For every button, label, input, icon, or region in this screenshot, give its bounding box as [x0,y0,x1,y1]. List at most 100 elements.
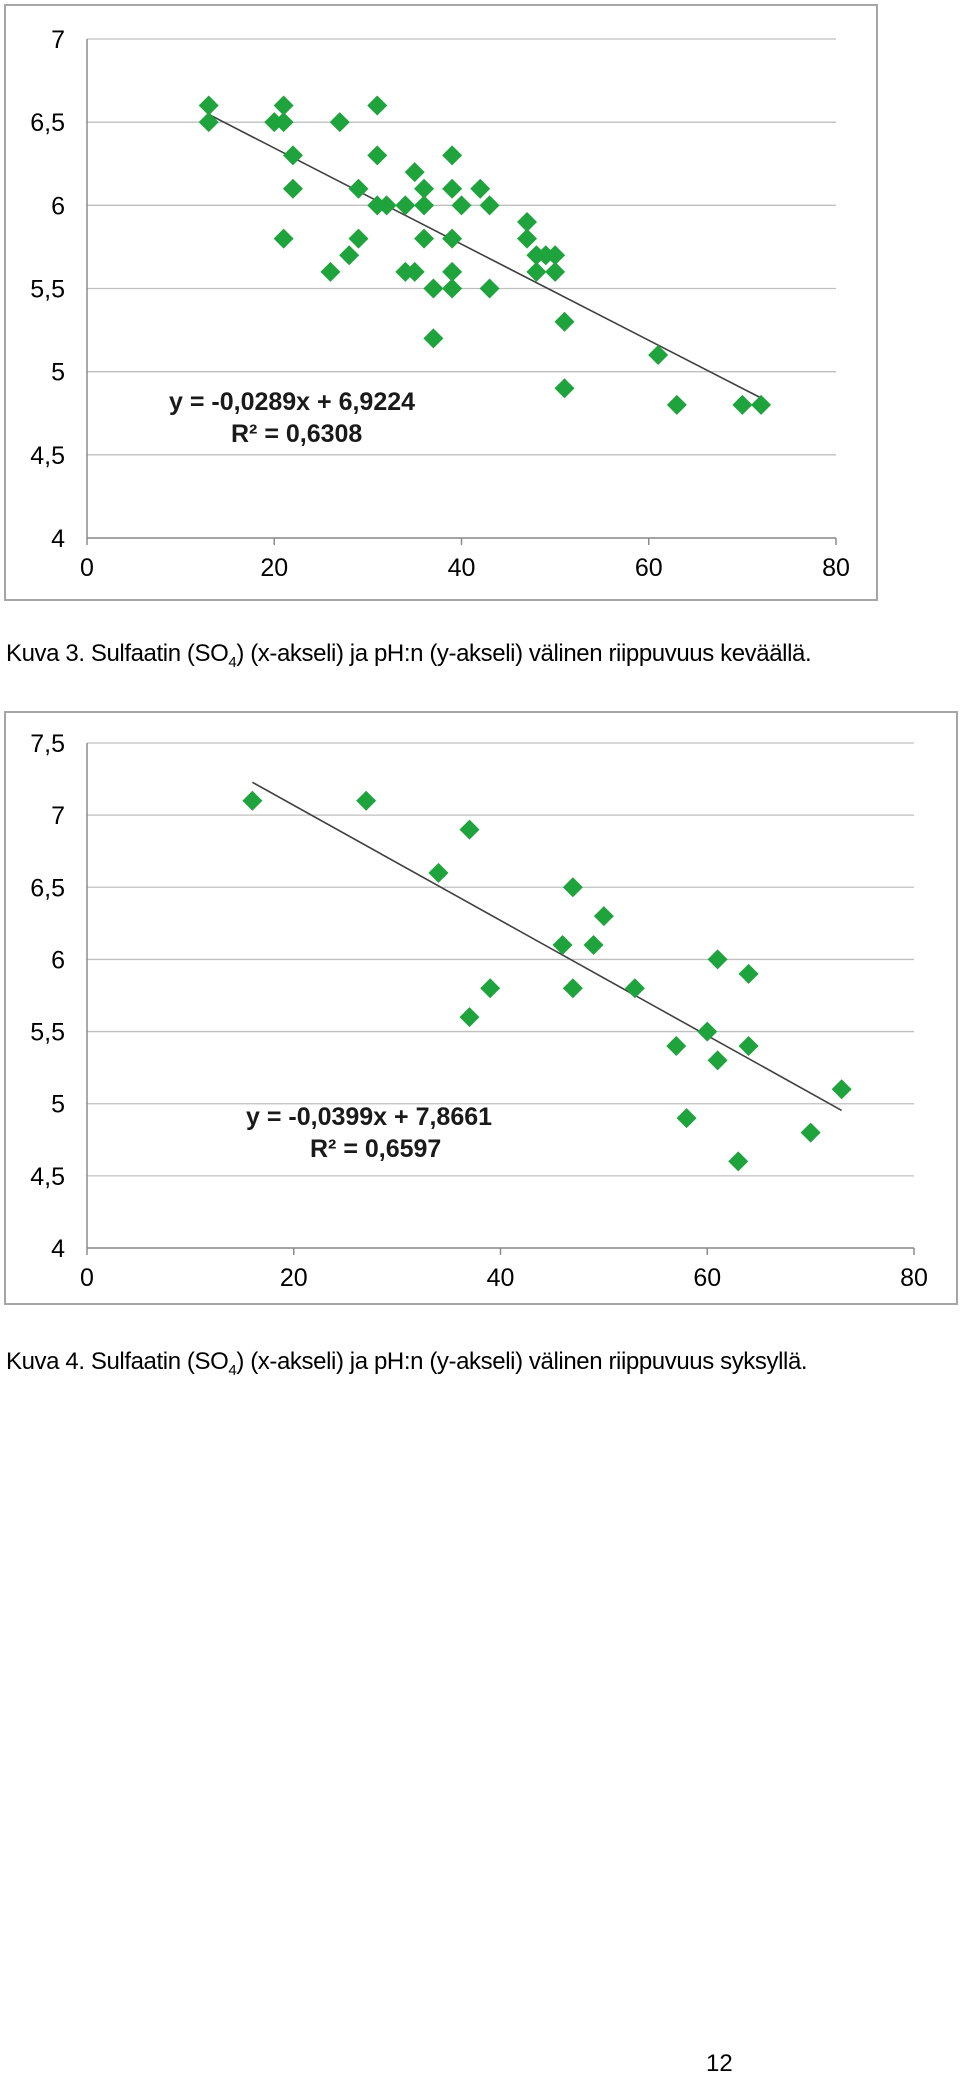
spring-data-point [545,245,566,266]
spring-x-tick-label: 40 [448,554,476,582]
chart-autumn: 4 4,5 5 5,5 6 6,5 7 7,5 0 20 40 60 80 y = -0,0399x + … [4,711,958,1305]
spring-data-point [198,112,219,133]
autumn-data-point [480,978,501,999]
autumn-data-point [738,1036,759,1056]
spring-data-point [554,378,575,399]
spring-data-point [554,311,575,332]
autumn-r-squared-label: R² = 0,6597 [310,1135,441,1163]
spring-data-point [273,95,294,116]
spring-x-tick-label: 80 [822,554,850,582]
autumn-data-point [697,1021,718,1042]
spring-data-point [423,278,444,299]
spring-data-point [442,278,463,299]
spring-data-point [451,195,472,216]
spring-data-point [273,228,294,249]
spring-data-point [414,228,435,249]
autumn-data-point [707,1050,728,1071]
autumn-x-tick-label: 60 [693,1264,721,1292]
caption-3-after: ) (x-akseli) ja pH:n (y-akseli) välinen … [236,640,812,667]
autumn-x-tick-label: 20 [280,1264,308,1292]
spring-data-point [751,394,772,415]
spring-trendline [208,113,762,399]
autumn-data-point [707,949,728,970]
autumn-equation-label: y = -0,0399x + 7,8661 [246,1103,492,1131]
spring-x-tick-label: 60 [635,554,663,582]
caption-3-sub: 4 [228,653,237,671]
spring-data-point [414,178,435,199]
spring-r-squared-label: R² = 0,6308 [231,420,362,448]
autumn-y-tick-label: 5,5 [30,1019,65,1047]
autumn-data-point [428,862,449,883]
spring-y-tick-label: 6 [51,192,65,220]
autumn-y-tick-label: 4,5 [30,1163,65,1191]
spring-data-point [395,195,416,216]
autumn-x-tick-label: 0 [80,1264,94,1292]
spring-data-point [545,261,566,282]
caption-4-sub: 4 [228,1361,237,1379]
spring-data-point [526,261,547,282]
autumn-data-point [831,1079,852,1100]
caption-4-before: Kuva 4. Sulfaatin (SO [6,1348,229,1375]
autumn-data-point [583,935,604,955]
spring-data-point [732,394,753,415]
autumn-x-tick-label: 80 [900,1264,928,1292]
spring-data-point [282,145,303,166]
autumn-data-point [738,963,759,984]
chart-spring: 4 4,5 5 5,5 6 6,5 7 0 20 40 60 80 y = -0,0289x + 6,9… [4,4,878,601]
spring-data-point [442,228,463,249]
page-number: 12 [706,2050,733,2077]
chart-spring-svg: 4 4,5 5 5,5 6 6,5 7 0 20 40 60 80 y = -0,0289x + 6,9… [30,26,850,582]
spring-y-tick-label: 5 [51,359,65,387]
caption-3-before: Kuva 3. Sulfaatin (SO [6,640,229,667]
spring-data-point [479,195,500,216]
autumn-data-point [562,978,583,999]
autumn-data-point [593,906,614,927]
spring-data-point [367,95,388,116]
spring-data-point [666,394,687,415]
autumn-y-tick-label: 7 [51,802,65,830]
autumn-data-point [552,935,573,955]
spring-data-point [376,195,397,216]
autumn-y-tick-label: 6,5 [30,874,65,902]
spring-data-point [404,261,425,282]
spring-data-point [648,345,669,366]
autumn-data-point [562,877,583,898]
autumn-y-tick-label: 7,5 [30,730,65,758]
spring-data-point [517,211,538,232]
autumn-y-tick-label: 6 [51,946,65,974]
autumn-trendline [252,781,843,1112]
spring-y-tick-label: 7 [51,26,65,54]
spring-data-point [367,145,388,166]
spring-data-point [414,195,435,216]
caption-figure-4: Kuva 4. Sulfaatin (SO4) (x-akseli) ja pH… [6,1348,808,1379]
caption-figure-3: Kuva 3. Sulfaatin (SO4) (x-akseli) ja pH… [6,640,812,671]
spring-data-point [348,178,369,199]
spring-data-point [423,328,444,349]
caption-4-after: ) (x-akseli) ja pH:n (y-akseli) välinen … [236,1348,808,1375]
spring-data-point [329,112,350,133]
autumn-data-point [459,1007,480,1028]
spring-x-tick-label: 20 [260,554,288,582]
autumn-data-point [624,978,645,999]
autumn-y-tick-label: 4 [51,1235,65,1263]
spring-data-point [479,278,500,299]
autumn-data-point [666,1036,687,1056]
autumn-data-point [459,819,480,840]
spring-data-point [442,145,463,166]
spring-equation-label: y = -0,0289x + 6,9224 [169,388,415,416]
spring-data-point [404,162,425,183]
spring-data-point [517,228,538,249]
spring-data-point [320,261,341,282]
spring-data-point [198,95,219,116]
autumn-data-point [242,790,263,811]
autumn-data-point [356,790,377,811]
spring-x-tick-label: 0 [80,554,94,582]
autumn-data-point [728,1151,749,1172]
spring-y-tick-label: 4,5 [30,442,65,470]
autumn-data-point [800,1122,821,1143]
chart-autumn-svg: 4 4,5 5 5,5 6 6,5 7 7,5 0 20 40 60 80 y = -0,0399x + … [30,730,928,1292]
spring-data-point [442,178,463,199]
spring-y-tick-label: 6,5 [30,109,65,137]
spring-data-point [442,261,463,282]
spring-y-tick-label: 4 [51,525,65,553]
